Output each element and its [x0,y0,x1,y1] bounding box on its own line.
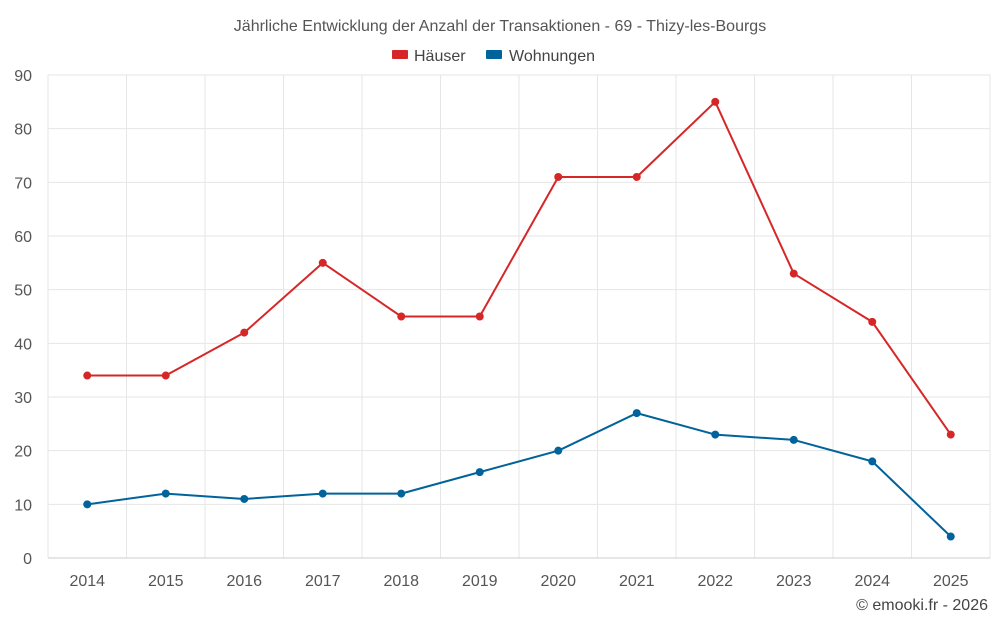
x-tick-label: 2025 [933,573,969,590]
y-tick-label: 30 [14,390,32,407]
series-layer [83,97,955,541]
data-point[interactable] [554,446,563,455]
data-point[interactable] [868,457,877,466]
legend-swatch-apartments [486,50,502,59]
y-tick-label: 0 [23,551,32,568]
x-tick-label: 2018 [383,573,419,590]
data-point[interactable] [946,532,955,541]
x-tick-label: 2021 [619,573,655,590]
x-tick-label: 2023 [776,573,812,590]
data-point[interactable] [475,468,484,477]
y-tick-label: 80 [14,122,32,139]
data-point[interactable] [397,312,406,321]
data-point[interactable] [868,317,877,326]
x-tick-label: 2019 [462,573,498,590]
x-tick-label: 2015 [148,573,184,590]
tick-labels: 0 10 20 30 40 50 60 70 80 90 2014 2015 2016 2017 2018 2… [14,68,968,590]
data-point[interactable] [83,371,92,380]
series-apartments [83,409,955,541]
data-point[interactable] [240,494,249,503]
data-point[interactable] [711,430,720,439]
series-houses [83,97,955,439]
x-tick-label: 2024 [854,573,890,590]
x-tick-label: 2014 [69,573,105,590]
data-point[interactable] [397,489,406,498]
data-point[interactable] [161,371,170,380]
legend-label-apartments: Wohnungen [509,48,595,65]
y-tick-label: 90 [14,68,32,85]
legend: Häuser Wohnungen [392,48,595,65]
data-point[interactable] [161,489,170,498]
data-point[interactable] [789,269,798,278]
series-line [87,100,952,436]
data-point[interactable] [240,328,249,337]
y-tick-label: 60 [14,229,32,246]
grid-lines [47,74,991,558]
legend-swatch-houses [392,50,408,59]
y-tick-label: 20 [14,444,32,461]
legend-item-houses[interactable]: Häuser [392,48,466,65]
data-point[interactable] [632,172,641,181]
y-tick-label: 50 [14,283,32,300]
x-tick-label: 2022 [697,573,733,590]
data-point[interactable] [83,500,92,509]
data-point[interactable] [554,172,563,181]
data-point[interactable] [711,97,720,106]
credit-text: © emooki.fr - 2026 [856,597,988,614]
x-tick-label: 2020 [540,573,576,590]
data-point[interactable] [632,409,641,418]
x-tick-label: 2017 [305,573,341,590]
data-point[interactable] [789,435,798,444]
data-point[interactable] [946,430,955,439]
series-line [87,412,952,538]
legend-item-apartments[interactable]: Wohnungen [486,48,595,65]
data-point[interactable] [318,258,327,267]
chart-title: Jährliche Entwicklung der Anzahl der Tra… [234,18,766,35]
y-tick-label: 10 [14,497,32,514]
y-tick-label: 70 [14,175,32,192]
y-tick-label: 40 [14,336,32,353]
data-point[interactable] [475,312,484,321]
data-point[interactable] [318,489,327,498]
legend-label-houses: Häuser [414,48,466,65]
x-tick-label: 2016 [226,573,262,590]
